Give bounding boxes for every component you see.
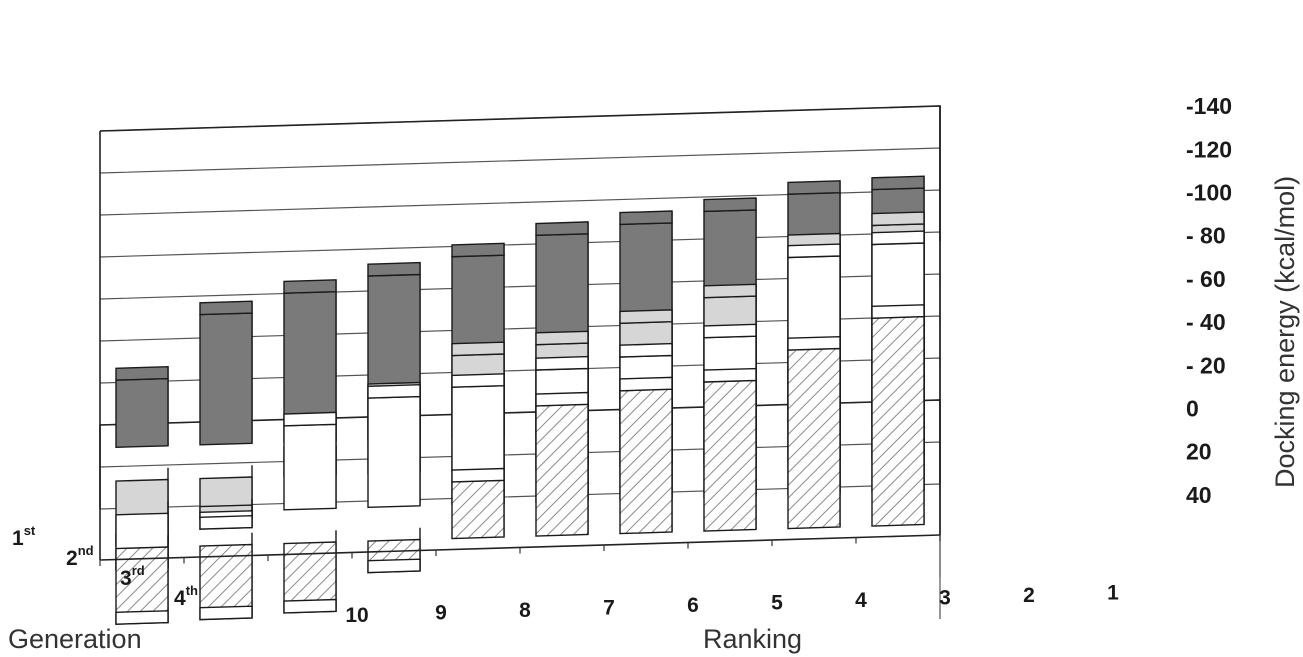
- bar-gen2-rank9: [199, 498, 253, 530]
- bar-top: [451, 242, 505, 258]
- bar-gen1-rank3: [703, 367, 757, 532]
- y-tick-label: -100: [1186, 179, 1232, 205]
- bar-gen1-rank2: [787, 335, 841, 530]
- ranking-label: 2: [1023, 584, 1035, 607]
- bar-top: [619, 210, 673, 226]
- chart-labels: Ranking Generation Docking energy (kcal/…: [8, 93, 1300, 654]
- bar-top: [199, 605, 253, 621]
- bar-top: [451, 373, 505, 388]
- bar-top: [535, 221, 589, 237]
- bar-front: [619, 388, 673, 535]
- ranking-label: 10: [345, 604, 368, 627]
- bar-gen2-rank8: [283, 411, 337, 511]
- y-tick-label: - 60: [1186, 266, 1226, 292]
- bar-top: [871, 304, 925, 319]
- bar-top: [619, 342, 673, 358]
- y-axis-title: Docking energy (kcal/mol): [1270, 176, 1300, 488]
- chart-front-frame: [99, 534, 941, 566]
- generation-label: 2nd: [66, 543, 94, 570]
- bar-top: [703, 197, 757, 213]
- bar-top: [283, 598, 337, 614]
- generation-axis-title: Generation: [8, 624, 142, 654]
- bar-top: [787, 335, 841, 351]
- bar-top: [871, 211, 925, 227]
- bar-top: [703, 283, 757, 299]
- bar-gen4-rank8: [283, 279, 337, 444]
- generation-suffix: rd: [132, 563, 145, 578]
- ranking-label: 1: [1107, 581, 1119, 604]
- bar-gen4-rank9: [199, 300, 253, 446]
- y-tick-label: 20: [1186, 439, 1212, 465]
- bar-front: [115, 377, 169, 449]
- y-tick-label: 0: [1186, 395, 1199, 421]
- bar-top: [619, 309, 673, 325]
- bar-top: [451, 341, 505, 357]
- x-axis-title: Ranking: [703, 624, 802, 654]
- bar-top: [115, 610, 169, 625]
- bar-top: [367, 261, 421, 277]
- bar-gen1-rank1: [871, 304, 925, 527]
- bar-gen1-rank8: [283, 530, 337, 614]
- bar-front: [535, 403, 589, 537]
- bar-front: [199, 312, 253, 446]
- y-tick-label: 40: [1186, 482, 1212, 508]
- generation-label: 1st: [12, 523, 36, 550]
- ranking-label: 6: [687, 594, 699, 617]
- y-tick-label: -140: [1186, 93, 1232, 119]
- ranking-label: 7: [603, 596, 615, 619]
- bar-top: [535, 355, 589, 371]
- bar-gen2-rank7: [367, 383, 421, 509]
- generation-suffix: st: [24, 523, 36, 538]
- ranking-label: 5: [771, 591, 783, 614]
- bar-top: [535, 391, 589, 407]
- bar-top: [283, 411, 337, 427]
- bar-top: [115, 365, 169, 381]
- bar-top: [535, 330, 589, 346]
- y-tick-label: -120: [1186, 136, 1232, 162]
- bar-top: [787, 180, 841, 195]
- bar-series-group: [115, 175, 925, 625]
- bar-front: [451, 479, 505, 540]
- bar-top: [787, 243, 841, 259]
- bar-top: [703, 323, 757, 339]
- ranking-label: 8: [519, 599, 531, 622]
- bar-front: [787, 347, 841, 530]
- ranking-label: 9: [435, 601, 447, 624]
- bar-top: [283, 279, 337, 294]
- y-tick-label: - 20: [1186, 352, 1226, 378]
- bar-top: [451, 467, 505, 483]
- bar-top: [199, 514, 253, 530]
- zero-plane-edge: [99, 399, 941, 560]
- bar-top: [367, 558, 421, 574]
- bar-top: [871, 175, 925, 191]
- y-tick-label: - 80: [1186, 223, 1226, 249]
- y-tick-label: - 40: [1186, 309, 1226, 335]
- ranking-label: 4: [855, 589, 867, 612]
- bar-gen1-rank9: [199, 532, 253, 621]
- bar-top: [871, 230, 925, 246]
- generation-suffix: nd: [78, 543, 94, 558]
- bar-top: [619, 376, 673, 392]
- bar-top: [703, 367, 757, 383]
- bar-top: [199, 300, 253, 316]
- bar-gen1-rank10: [115, 535, 169, 625]
- ranking-label: 3: [939, 586, 951, 609]
- bar-gen1-rank6: [451, 467, 505, 540]
- bar-front: [367, 395, 421, 509]
- bar-gen1-rank7: [367, 527, 421, 574]
- bar-gen4-rank10: [115, 365, 169, 449]
- bar-front: [283, 423, 337, 511]
- bar-front: [703, 379, 757, 532]
- bar-front: [871, 315, 925, 527]
- generation-label: 4th: [174, 583, 198, 610]
- bar-gen1-rank4: [619, 376, 673, 535]
- bar-top: [367, 383, 421, 399]
- bar-gen1-rank5: [535, 391, 589, 537]
- generation-suffix: th: [186, 583, 198, 598]
